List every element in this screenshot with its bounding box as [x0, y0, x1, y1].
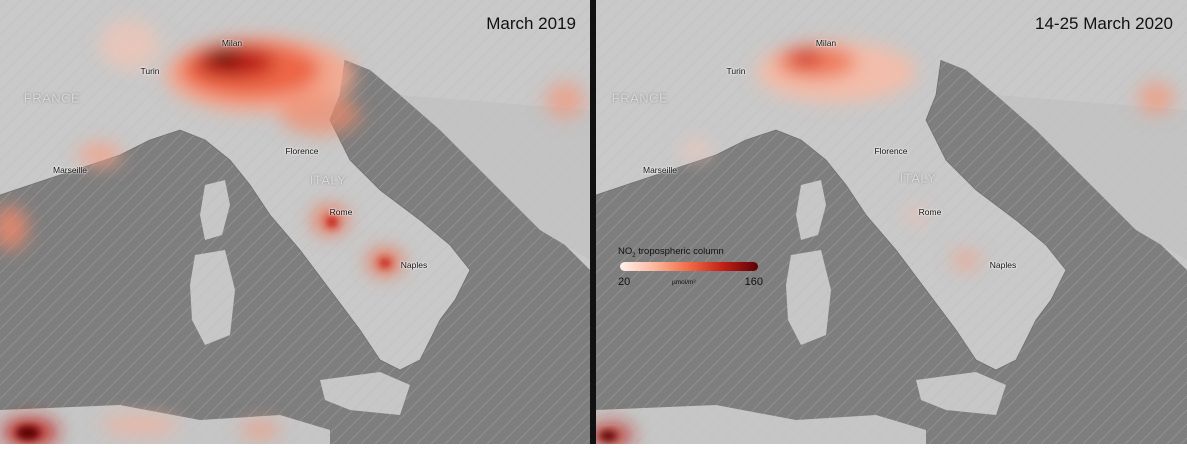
map-image-2020 [596, 0, 1187, 444]
map-panel-march-2019: March 2019 FRANCE ITALY Milan Turin Flor… [0, 0, 590, 444]
panel-divider [590, 0, 596, 444]
city-label-turin: Turin [140, 66, 160, 76]
city-label-rome: Rome [918, 207, 942, 217]
city-label-naples: Naples [989, 260, 1017, 270]
city-label-turin: Turin [726, 66, 746, 76]
no2-legend: NO2 tropospheric column 20 µmol/m² 160 [618, 246, 763, 290]
panel-title: 14-25 March 2020 [1035, 14, 1173, 33]
legend-title-main: NO [618, 246, 633, 257]
city-label-florence: Florence [285, 146, 319, 156]
city-label-milan: Milan [221, 38, 243, 48]
country-label-france: FRANCE [611, 90, 669, 106]
legend-title: NO2 tropospheric column [618, 246, 724, 259]
map-panel-march-2020: 14-25 March 2020 FRANCE ITALY Milan Turi… [596, 0, 1187, 444]
city-label-florence: Florence [874, 146, 908, 156]
city-label-naples: Naples [400, 260, 428, 270]
city-label-milan: Milan [815, 38, 837, 48]
country-label-france: FRANCE [23, 90, 81, 106]
map-image-2019 [0, 0, 590, 444]
legend-max-value: 160 [744, 276, 763, 288]
legend-color-scale [620, 262, 758, 271]
country-label-italy: ITALY [899, 170, 937, 186]
city-label-marseille: Marseille [642, 165, 678, 175]
city-label-marseille: Marseille [52, 165, 88, 175]
legend-title-rest: tropospheric column [635, 246, 724, 257]
legend-unit: µmol/m² [672, 279, 696, 286]
city-label-rome: Rome [329, 207, 353, 217]
country-label-italy: ITALY [309, 172, 347, 188]
legend-min-value: 20 [618, 276, 631, 288]
panel-title: March 2019 [486, 14, 576, 33]
legend-title-sub: 2 [632, 252, 636, 259]
